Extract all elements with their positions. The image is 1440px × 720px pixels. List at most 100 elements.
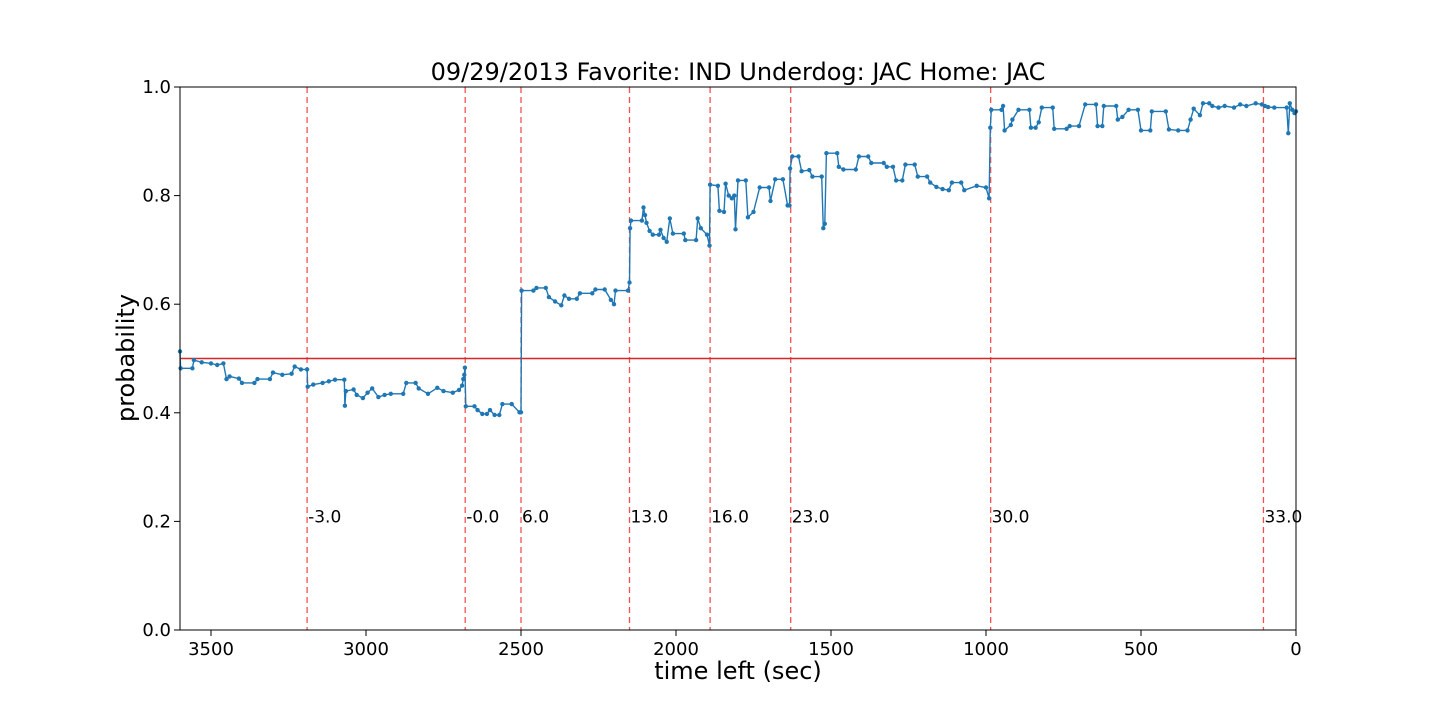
data-point — [215, 362, 220, 368]
data-point — [766, 185, 772, 190]
data-point — [1052, 126, 1057, 131]
data-point — [462, 365, 468, 370]
data-point — [190, 366, 195, 371]
data-point — [949, 180, 955, 185]
y-axis: 0.0 0.2 0.4 0.6 0.8 1.0 — [142, 77, 180, 641]
data-point — [320, 380, 325, 386]
data-point — [1027, 107, 1032, 113]
data-point — [425, 391, 431, 396]
data-point — [704, 232, 710, 237]
data-point — [1166, 127, 1172, 132]
data-point — [519, 288, 524, 293]
data-point — [810, 174, 815, 179]
data-point — [959, 180, 964, 185]
data-point — [354, 392, 359, 398]
data-point — [326, 379, 331, 384]
series-group — [177, 101, 1299, 418]
data-point — [236, 376, 242, 381]
data-point — [562, 293, 567, 298]
y-tick-label: 0.0 — [142, 620, 171, 641]
x-axis: 3500 3000 2500 2000 1500 1000 500 0 — [188, 630, 1302, 660]
data-point — [726, 193, 731, 198]
data-point — [1083, 102, 1088, 107]
data-point — [1008, 122, 1013, 128]
data-point — [270, 370, 276, 375]
data-point — [856, 154, 862, 159]
x-tick-label: 2500 — [498, 639, 544, 660]
data-point — [821, 226, 826, 231]
data-point — [475, 407, 480, 413]
data-point — [681, 231, 686, 236]
data-point — [796, 154, 801, 159]
data-point — [787, 203, 792, 208]
data-point — [893, 178, 899, 183]
data-point — [613, 288, 618, 293]
data-point — [534, 285, 539, 291]
data-point — [267, 376, 273, 382]
data-point — [1290, 107, 1295, 113]
data-point — [1253, 101, 1258, 106]
data-point — [593, 287, 598, 292]
data-point — [884, 164, 889, 169]
data-point — [974, 183, 979, 188]
data-point — [819, 174, 824, 179]
data-point — [492, 412, 497, 418]
data-point — [988, 125, 993, 130]
data-point — [462, 372, 467, 377]
data-point — [441, 388, 446, 394]
data-point — [1076, 123, 1082, 129]
data-point — [866, 154, 871, 159]
data-point — [650, 232, 655, 237]
data-point — [404, 380, 409, 386]
data-point — [1231, 105, 1237, 110]
data-point — [376, 394, 381, 400]
data-point — [1244, 103, 1249, 109]
data-point — [915, 174, 920, 179]
data-point — [807, 167, 812, 173]
data-point — [644, 220, 649, 225]
y-tick-label: 0.2 — [142, 511, 171, 532]
data-point — [642, 212, 648, 218]
data-point — [461, 376, 466, 382]
data-point — [559, 303, 564, 308]
data-point — [435, 385, 440, 390]
data-point — [518, 410, 524, 415]
data-point — [1064, 126, 1069, 131]
data-point — [1188, 117, 1193, 122]
data-point — [463, 404, 468, 409]
data-point — [912, 162, 917, 167]
data-point — [934, 184, 939, 190]
data-point — [1028, 125, 1034, 130]
data-point — [1100, 123, 1105, 129]
data-point — [836, 164, 841, 169]
data-point — [311, 382, 316, 387]
data-point — [608, 297, 614, 303]
score-marker-label: -0.0 — [466, 507, 499, 527]
data-point — [1284, 105, 1289, 110]
y-axis-label: probability — [112, 294, 140, 422]
data-point — [639, 218, 645, 223]
data-point — [255, 376, 260, 382]
data-point — [1120, 114, 1125, 120]
data-point — [343, 388, 349, 394]
data-point — [611, 302, 617, 307]
data-point — [191, 357, 197, 363]
data-point — [1010, 117, 1015, 122]
data-point — [1216, 105, 1221, 110]
data-point — [360, 395, 366, 401]
data-point — [745, 215, 751, 220]
data-point — [1265, 104, 1271, 110]
data-point — [388, 391, 393, 396]
data-point — [757, 185, 762, 190]
series-line — [179, 102, 1297, 416]
x-axis-label: time left (sec) — [654, 657, 822, 685]
x-tick-label: 500 — [1124, 639, 1158, 660]
plot-frame — [179, 86, 1297, 631]
data-point — [1163, 109, 1169, 114]
data-point — [546, 294, 552, 300]
data-point — [1238, 102, 1243, 107]
data-point — [1287, 101, 1293, 106]
data-point — [903, 162, 908, 167]
data-point — [986, 196, 992, 201]
data-point — [695, 216, 700, 221]
